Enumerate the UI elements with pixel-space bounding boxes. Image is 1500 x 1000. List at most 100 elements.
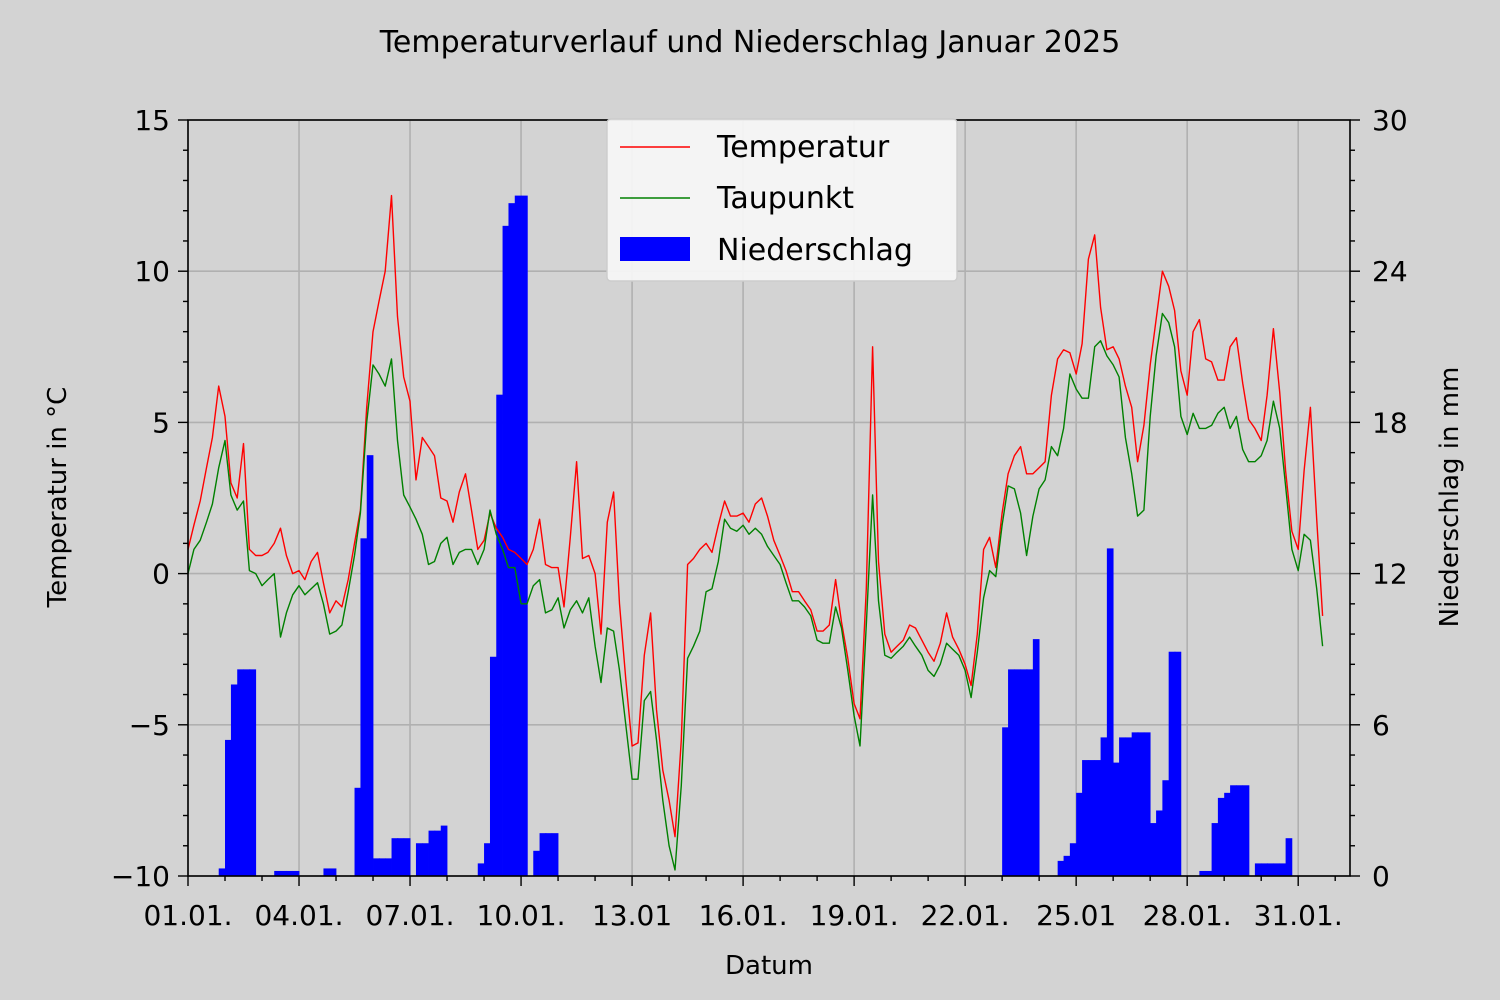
precip-bar-36 (545, 833, 553, 876)
precip-bar-20 (403, 838, 411, 876)
legend-label-taupunkt: Taupunkt (716, 181, 854, 216)
precip-bar-34 (533, 850, 540, 876)
precip-bar-52 (1106, 548, 1114, 876)
precip-bar-8 (286, 870, 294, 876)
x-tick-label-3: 10.01. (477, 899, 566, 932)
precip-bar-18 (391, 838, 399, 876)
plot-area (187, 119, 1351, 877)
precip-bar-29 (496, 394, 503, 876)
x-tick-label-10: 31.01. (1254, 899, 1343, 932)
precip-bar-38 (1002, 727, 1009, 876)
y-right-tick-label-4: 24 (1372, 255, 1408, 288)
chart-title: Temperaturverlauf und Niederschlag Janua… (379, 25, 1121, 60)
y-axis-left-label: Temperatur in °C (43, 387, 73, 609)
x-tick-label-7: 22.01. (921, 899, 1010, 932)
precip-bar-47 (1076, 792, 1083, 876)
taupunkt-line (187, 312, 1324, 871)
y-left-tick-label-2: 0 (152, 558, 170, 591)
y-axis-right: 0 6 12 18 24 30 (1350, 104, 1408, 893)
precip-bar-62 (1168, 651, 1176, 876)
y-left-tick-label-1: −5 (129, 709, 170, 742)
legend-box (606, 118, 958, 282)
precip-bar-33 (521, 195, 528, 877)
legend-label-niederschlag: Niederschlag (717, 233, 913, 268)
precip-bar-55 (1125, 737, 1133, 876)
precip-bar-46 (1069, 843, 1077, 876)
precip-bar-23 (428, 830, 436, 876)
precip-bar-21 (415, 843, 423, 876)
precip-bar-68 (1224, 792, 1231, 876)
precip-bar-2 (230, 684, 238, 876)
precip-bar-75 (1273, 863, 1281, 876)
precip-bar-50 (1094, 760, 1102, 876)
precip-bar-77 (1285, 838, 1293, 876)
y-right-tick-label-2: 12 (1372, 558, 1408, 591)
precip-bar-74 (1267, 863, 1274, 876)
y-axis-left: −10 −5 0 5 10 15 (111, 104, 188, 893)
precip-bar-76 (1279, 863, 1287, 876)
y-right-tick-label-3: 18 (1372, 406, 1408, 439)
y-left-tick-label-3: 5 (152, 406, 170, 439)
y-right-tick-label-5: 30 (1372, 104, 1408, 137)
precip-bar-15 (373, 858, 380, 876)
precip-bar-28 (489, 656, 497, 876)
precip-bar-3 (237, 669, 244, 876)
precip-bar-58 (1143, 732, 1151, 876)
x-tick-label-1: 04.01. (254, 899, 343, 932)
precip-bar-60 (1156, 810, 1163, 876)
precip-bar-30 (502, 225, 510, 877)
precip-bar-24 (434, 830, 442, 876)
precip-bar-72 (1254, 863, 1262, 876)
x-tick-label-9: 28.01. (1143, 899, 1232, 932)
legend-label-temperatur: Temperatur (716, 130, 890, 165)
precip-bar-14 (366, 455, 374, 876)
precip-bar-16 (378, 858, 386, 876)
legend-swatch-niederschlag (620, 237, 690, 261)
x-tick-label-6: 19.01. (810, 899, 899, 932)
precip-bar-11 (329, 868, 337, 876)
y-left-tick-label-4: 10 (134, 255, 170, 288)
grid (187, 119, 1350, 877)
precip-bar-56 (1131, 732, 1139, 876)
precip-bar-4 (243, 669, 251, 876)
y-right-tick-label-0: 0 (1372, 860, 1390, 893)
temperatur-line (187, 194, 1324, 838)
precip-bar-9 (292, 870, 300, 876)
precip-bar-7 (280, 870, 288, 876)
precip-bar-71 (1242, 785, 1250, 876)
precip-bar-57 (1137, 732, 1145, 876)
line-series (187, 194, 1324, 871)
precip-bar-5 (249, 669, 257, 876)
precip-bar-49 (1088, 760, 1096, 876)
precip-bar-51 (1100, 737, 1108, 876)
precip-bar-48 (1082, 760, 1089, 876)
y-axis-right-label: Niederschlag in mm (1435, 367, 1465, 628)
x-axis-label: Datum (725, 951, 813, 981)
x-tick-label-2: 07.01. (366, 899, 455, 932)
precip-bar-0 (218, 868, 226, 876)
precip-bar-31 (508, 203, 516, 876)
precip-bar-1 (225, 739, 232, 876)
precipitation-bars (218, 195, 1293, 877)
precip-bar-66 (1211, 823, 1219, 876)
precip-bar-45 (1063, 855, 1071, 876)
precip-bar-63 (1174, 651, 1182, 876)
x-tick-label-8: 25.01 (1036, 899, 1116, 932)
precip-bar-27 (484, 843, 491, 876)
precip-bar-70 (1236, 785, 1244, 876)
precip-bar-32 (514, 195, 522, 877)
precip-bar-65 (1205, 870, 1213, 876)
precip-bar-25 (440, 825, 448, 876)
precip-bar-39 (1008, 669, 1015, 876)
y-left-tick-label-5: 15 (134, 104, 170, 137)
y-left-tick-label-0: −10 (111, 860, 170, 893)
precip-bar-73 (1261, 863, 1268, 876)
precip-bar-19 (397, 838, 405, 876)
precip-bar-43 (1032, 639, 1040, 876)
precip-bar-54 (1119, 737, 1126, 876)
x-tick-label-0: 01.01. (143, 899, 232, 932)
legend: Temperatur Taupunkt Niederschlag (606, 118, 958, 282)
precip-bar-53 (1113, 762, 1120, 876)
precip-bar-42 (1026, 669, 1034, 876)
